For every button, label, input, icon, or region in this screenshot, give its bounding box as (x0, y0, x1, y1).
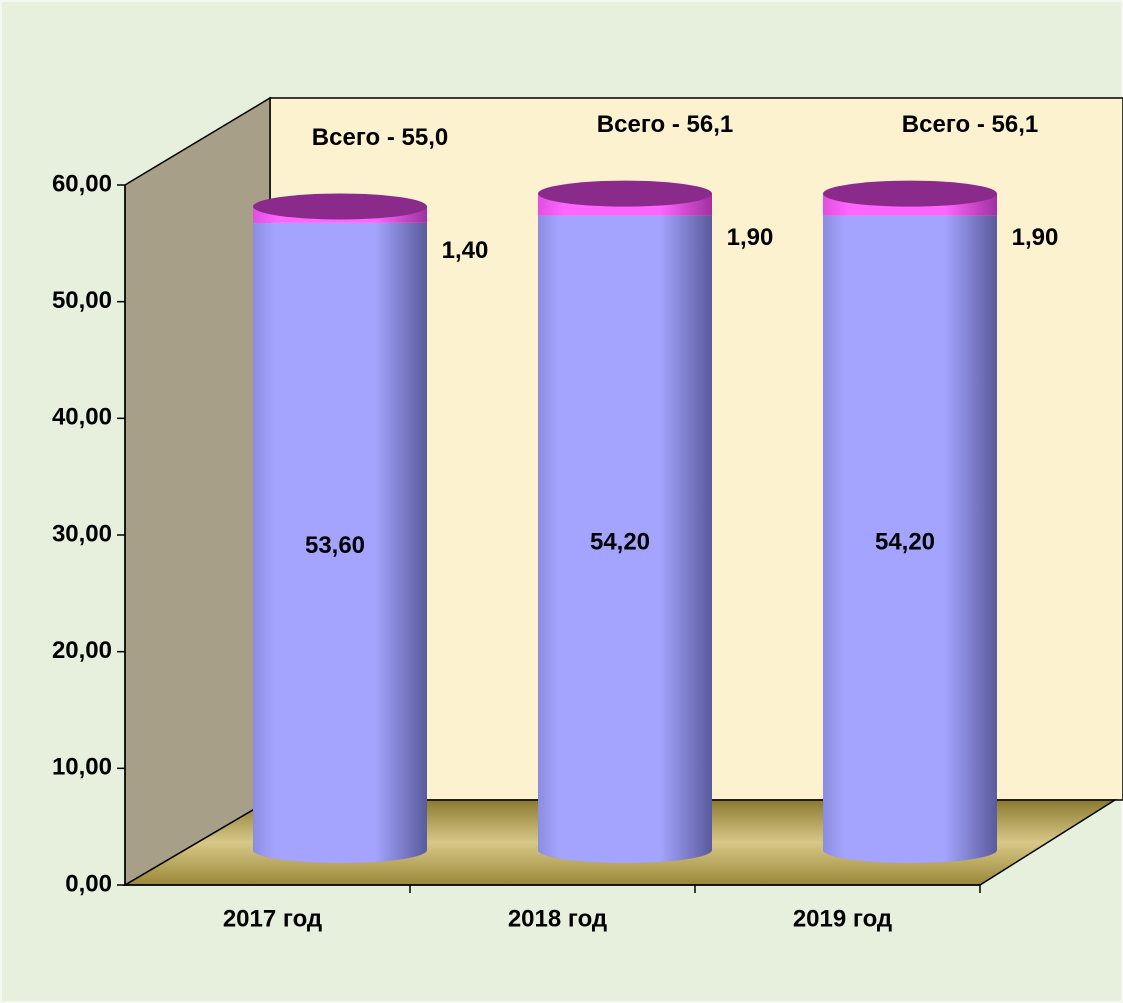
x-tick-label: 2019 год (793, 905, 892, 932)
y-tick-label: 30,00 (52, 520, 112, 547)
annotation: Всего - 56,1 (597, 111, 733, 138)
side-wall (124, 96, 271, 887)
cylinder-bottom-cap (823, 837, 997, 863)
annotation: Всего - 55,0 (312, 124, 448, 151)
x-tick-label: 2018 год (508, 905, 607, 932)
value-label: 1,90 (727, 224, 774, 251)
value-label: 1,40 (442, 237, 489, 264)
x-tick-label: 2017 год (223, 905, 322, 932)
value-label: 54,20 (590, 528, 650, 555)
y-tick-label: 20,00 (52, 637, 112, 664)
y-tick-label: 60,00 (52, 170, 112, 197)
value-label: 1,90 (1012, 224, 1059, 251)
value-label: 54,20 (875, 528, 935, 555)
cylinder-segment (823, 215, 997, 851)
value-label: 53,60 (305, 532, 365, 559)
cylinder-top (823, 180, 997, 207)
y-tick-label: 10,00 (52, 754, 112, 781)
cylinder-bottom-cap (538, 837, 712, 863)
cylinder-bottom-cap (253, 837, 427, 863)
y-tick-label: 40,00 (52, 404, 112, 431)
cylinder-segment (253, 222, 427, 850)
y-tick-label: 0,00 (65, 870, 112, 897)
cylinder-top (538, 180, 712, 207)
annotation: Всего - 56,1 (902, 111, 1038, 138)
cylinder-top (253, 193, 427, 220)
y-tick-label: 50,00 (52, 287, 112, 314)
cylinder-segment (538, 215, 712, 851)
